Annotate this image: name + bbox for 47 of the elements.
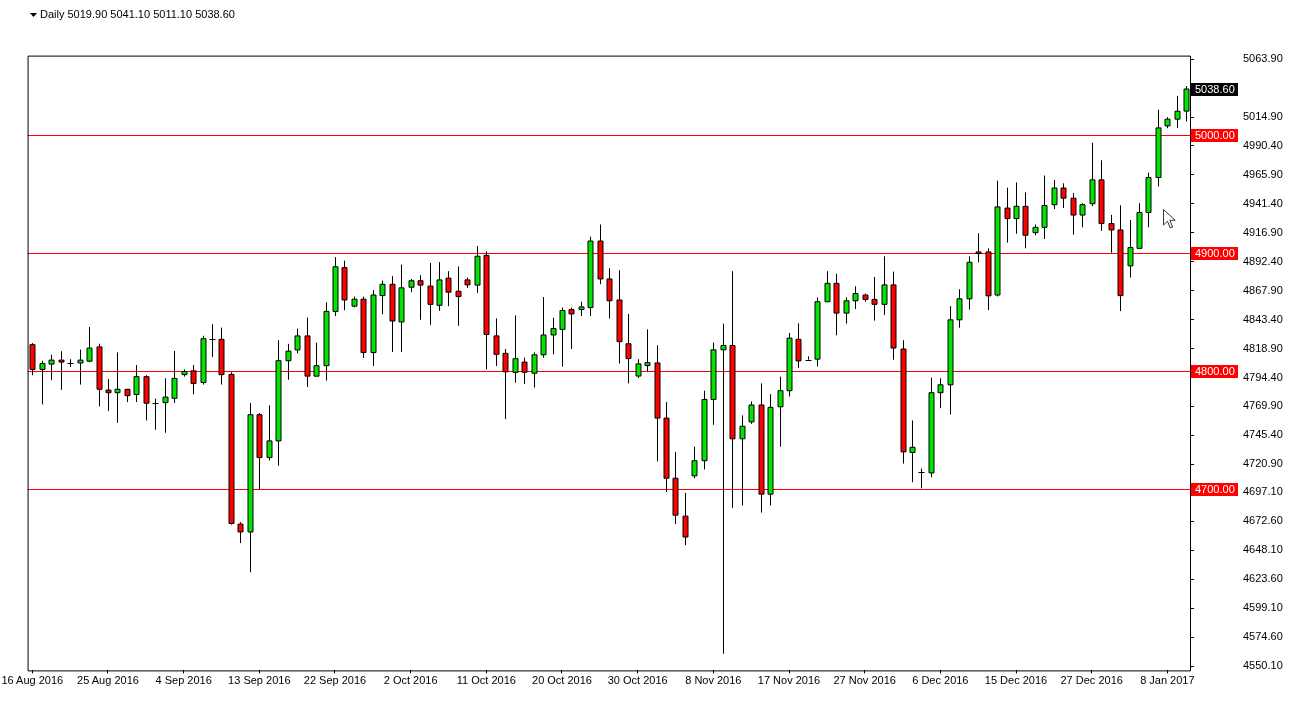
y-tick-label: 4648.10 xyxy=(1243,543,1283,556)
ref-line-label: 4800.00 xyxy=(1195,364,1235,377)
y-tick-label: 4623.60 xyxy=(1243,572,1283,585)
text: 5038.60 xyxy=(1195,82,1235,95)
x-tick-label: 15 Dec 2016 xyxy=(984,674,1048,687)
y-tick-label: 4965.90 xyxy=(1243,167,1283,180)
y-tick-label: 4599.10 xyxy=(1243,601,1283,614)
y-tick-label: 4697.10 xyxy=(1243,485,1283,498)
y-tick-label: 4941.40 xyxy=(1243,196,1283,209)
y-tick-label: 4769.90 xyxy=(1243,399,1283,412)
y-tick-label: 4550.10 xyxy=(1243,659,1283,672)
candlestick xyxy=(918,468,925,489)
y-tick-label: 4794.40 xyxy=(1243,370,1283,383)
y-tick-label: 4745.40 xyxy=(1243,428,1283,441)
x-tick-label: 30 Oct 2016 xyxy=(607,674,668,687)
y-tick-label: 4843.40 xyxy=(1243,312,1283,325)
x-tick-label: 8 Jan 2017 xyxy=(1140,674,1195,687)
y-tick-label: 4867.90 xyxy=(1243,283,1283,296)
x-tick-label: 4 Sep 2016 xyxy=(155,674,212,687)
x-tick-label: 27 Nov 2016 xyxy=(833,674,896,687)
x-tick-label: 16 Aug 2016 xyxy=(1,674,64,687)
x-tick-label: 8 Nov 2016 xyxy=(685,674,742,687)
y-tick-label: 5014.90 xyxy=(1243,110,1283,123)
x-tick-label: 2 Oct 2016 xyxy=(383,674,438,687)
ref-line-label: 4900.00 xyxy=(1195,246,1235,259)
x-tick-label: 27 Dec 2016 xyxy=(1060,674,1123,687)
y-tick-label: 5063.90 xyxy=(1243,52,1283,65)
candlestick xyxy=(152,398,159,431)
x-tick-label: 17 Nov 2016 xyxy=(757,674,821,687)
x-tick-label: 6 Dec 2016 xyxy=(912,674,969,687)
x-tick-label: 13 Sep 2016 xyxy=(228,674,291,687)
y-tick-label: 4892.40 xyxy=(1243,254,1283,267)
candlestick xyxy=(805,355,812,361)
chart-title: Daily 5019.90 5041.10 5011.10 5038.60 xyxy=(40,8,235,21)
y-tick-label: 4672.60 xyxy=(1243,514,1283,527)
y-tick-label: 4818.90 xyxy=(1243,341,1283,354)
y-tick-label: 4720.90 xyxy=(1243,457,1283,470)
y-tick-label: 4574.60 xyxy=(1243,630,1283,643)
y-tick-label: 4990.40 xyxy=(1243,138,1283,151)
y-tick-label: 4916.90 xyxy=(1243,225,1283,238)
x-tick-label: 11 Oct 2016 xyxy=(456,674,516,687)
x-tick-label: 22 Sep 2016 xyxy=(303,674,367,687)
ref-line-label: 5000.00 xyxy=(1195,128,1235,141)
candlestick xyxy=(209,323,216,358)
ref-line-label: 4700.00 xyxy=(1195,482,1235,495)
x-tick-label: 20 Oct 2016 xyxy=(532,674,592,687)
x-tick-label: 25 Aug 2016 xyxy=(77,674,139,687)
